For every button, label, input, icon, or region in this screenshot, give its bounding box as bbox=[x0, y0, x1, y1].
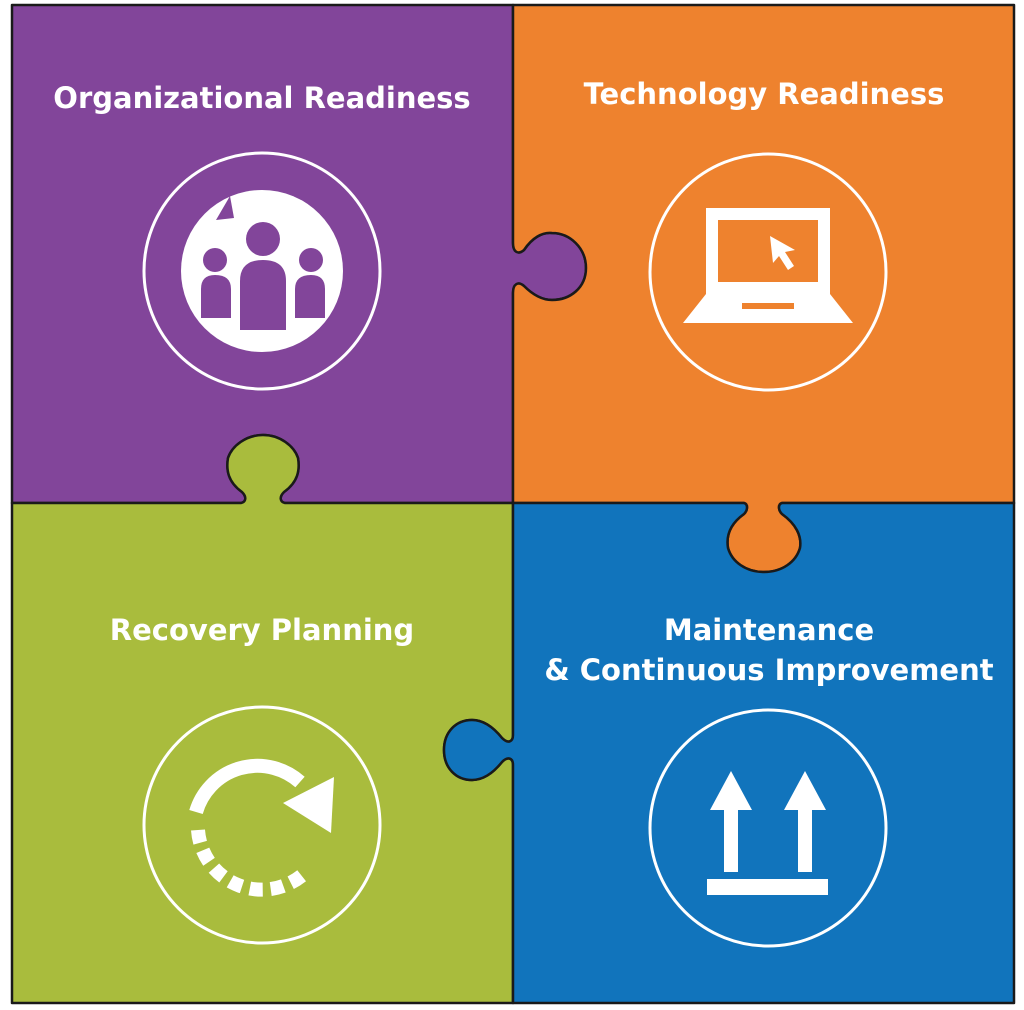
people-cycle-icon bbox=[142, 151, 382, 391]
upward-arrows-icon bbox=[648, 708, 888, 948]
technology-readiness-title: Technology Readiness bbox=[583, 77, 945, 111]
maintenance-title-line2: & Continuous Improvement bbox=[544, 653, 994, 687]
organizational-readiness-title: Organizational Readiness bbox=[53, 81, 471, 115]
recovery-arrow-icon bbox=[142, 705, 382, 945]
laptop-icon bbox=[648, 152, 888, 392]
piece-recovery-planning bbox=[10, 433, 515, 1005]
recovery-planning-title: Recovery Planning bbox=[109, 613, 415, 647]
maintenance-title: Maintenance & Continuous Improvement bbox=[514, 610, 1024, 690]
maintenance-title-line1: Maintenance bbox=[663, 613, 875, 647]
piece-maintenance-improvement bbox=[442, 501, 1016, 1005]
